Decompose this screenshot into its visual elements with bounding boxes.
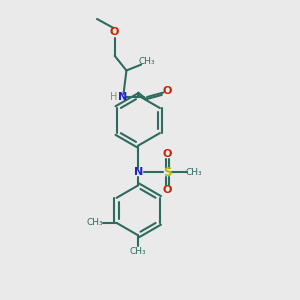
Text: N: N [134, 167, 143, 177]
Text: H: H [110, 92, 117, 102]
Text: CH₃: CH₃ [186, 168, 202, 177]
Text: N: N [118, 92, 128, 102]
Text: CH₃: CH₃ [139, 57, 155, 66]
Text: O: O [110, 27, 119, 37]
Text: O: O [163, 185, 172, 195]
Text: S: S [164, 166, 172, 178]
Text: O: O [163, 149, 172, 159]
Text: CH₃: CH₃ [86, 218, 103, 227]
Text: CH₃: CH₃ [130, 247, 146, 256]
Text: O: O [163, 86, 172, 96]
